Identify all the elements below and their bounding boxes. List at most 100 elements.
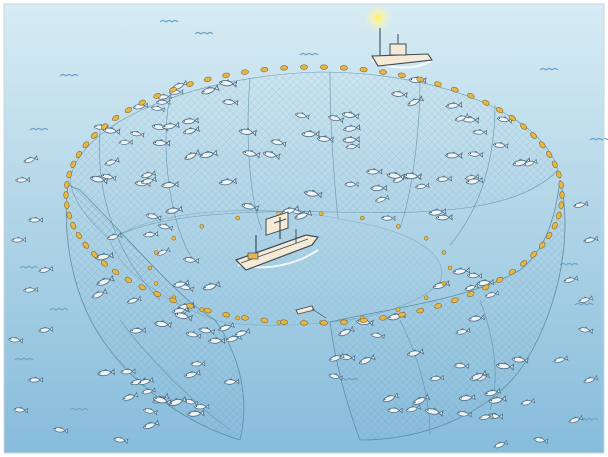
float-icon [222,312,230,318]
float-icon [546,150,553,159]
lead-float-icon [235,315,240,321]
float-icon [124,276,133,283]
float-icon [530,251,537,258]
float-icon [467,93,475,99]
float-icon [63,191,69,199]
lead-float-icon [441,250,447,255]
wave-mark [69,407,89,411]
lead-line-floats [147,211,453,325]
float-icon [359,317,368,324]
lead-float-icon [395,307,401,312]
float-icon [340,65,348,71]
seine-net-inner-bowl [109,210,442,326]
float-icon [539,141,546,149]
float-icon [169,297,177,304]
float-icon [559,191,565,199]
wave-mark [299,52,319,56]
float-icon [467,291,475,297]
lead-float-icon [423,295,429,300]
wave-mark [539,67,559,71]
float-icon [64,201,70,210]
float-icon [82,241,89,249]
wave-mark [14,357,34,361]
float-icon [558,201,564,210]
float-line-ring [63,64,565,326]
float-icon [260,66,269,73]
lead-float-icon [319,211,324,216]
main-fishing-vessel-icon [234,211,320,271]
wave-mark [194,31,214,35]
float-icon [546,231,553,240]
wave-mark [559,262,579,266]
lead-float-icon [199,224,205,229]
net-seams [99,71,496,436]
float-icon [75,231,82,240]
float-icon [280,65,288,71]
float-icon [91,251,98,258]
float-icon [75,150,82,159]
float-icon [551,221,558,230]
float-icon [241,69,249,75]
float-icon [112,115,120,122]
float-icon [320,64,328,70]
float-icon [100,123,108,130]
float-icon [520,123,528,130]
lead-float-icon [171,236,177,241]
wave-mark [579,417,599,421]
float-icon [112,268,120,275]
support-boat-icon [364,4,433,69]
float-icon [169,86,177,93]
float-icon [100,260,108,267]
float-icon [451,86,459,93]
float-icon [508,268,516,275]
float-icon [186,303,194,309]
wave-mark [49,307,69,311]
float-icon [70,221,77,230]
lead-float-icon [276,320,281,325]
float-icon [153,93,161,99]
float-icon [539,241,546,249]
float-icon [398,312,406,318]
float-icon [186,81,194,87]
float-icon [91,132,98,139]
float-icon [416,76,425,83]
float-icon [495,276,504,283]
float-icon [300,64,308,70]
float-icon [551,160,558,169]
float-icon [241,315,249,321]
float-icon [138,284,146,291]
wave-mark [574,302,594,306]
float-icon [556,211,562,220]
float-icon [379,315,387,321]
lead-float-icon [441,281,447,286]
float-icon [66,211,72,220]
float-icon [124,107,133,114]
lead-float-icon [395,224,401,229]
float-icon [300,320,308,326]
wave-mark [29,127,49,131]
float-icon [359,66,368,73]
float-icon [495,107,504,114]
float-icon [434,81,442,87]
float-icon [280,319,288,325]
float-icon [482,99,490,106]
float-icon [416,307,425,314]
float-icon [153,291,161,297]
lead-float-icon [153,250,159,255]
lead-float-icon [147,265,153,271]
float-icon [222,72,230,78]
surface-waves [14,19,608,421]
wave-mark [159,19,179,23]
wave-mark [589,137,608,141]
float-icon [558,180,564,189]
lead-float-icon [423,236,429,241]
float-icon [434,303,442,309]
lead-float-icon [199,307,205,312]
float-icon [379,69,387,75]
float-icon [203,76,212,83]
lead-float-icon [235,215,240,221]
float-icon [482,284,490,291]
wave-mark [19,265,39,269]
